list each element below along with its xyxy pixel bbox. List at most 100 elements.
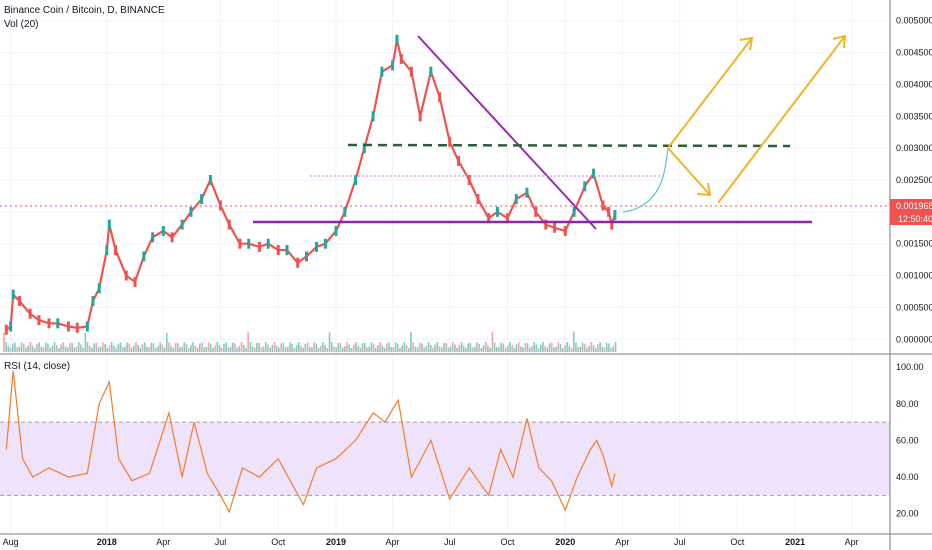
volume-bar bbox=[317, 347, 320, 352]
volume-bar bbox=[209, 343, 212, 352]
volume-bar bbox=[370, 342, 373, 352]
volume-bar bbox=[443, 343, 445, 352]
volume-bar bbox=[132, 345, 135, 352]
volume-bar bbox=[124, 347, 126, 352]
volume-bar bbox=[473, 346, 476, 352]
volume-bar bbox=[71, 343, 73, 352]
volume-bar bbox=[69, 342, 71, 352]
price-point bbox=[37, 315, 41, 326]
volume-bar bbox=[231, 342, 234, 352]
volume-bar bbox=[95, 342, 98, 352]
price-point bbox=[105, 245, 109, 256]
price-point bbox=[114, 245, 118, 256]
volume-bar bbox=[374, 347, 377, 352]
price-point bbox=[227, 219, 231, 230]
volume-bar bbox=[537, 347, 540, 352]
volume-bar bbox=[185, 344, 188, 352]
price-point bbox=[592, 168, 596, 179]
volume-bar bbox=[245, 347, 247, 352]
volume-bar bbox=[324, 345, 326, 352]
volume-bar bbox=[388, 342, 390, 352]
volume-bar bbox=[328, 332, 331, 352]
volume-bar bbox=[36, 343, 38, 352]
volume-bar bbox=[240, 342, 243, 352]
volume-bar bbox=[610, 347, 612, 352]
price-point bbox=[323, 238, 327, 249]
volume-bar bbox=[414, 346, 417, 352]
price-point bbox=[180, 219, 184, 230]
price-badge-value: 0.0019685 bbox=[896, 201, 932, 211]
volume-bar bbox=[476, 342, 478, 352]
volume-bar bbox=[403, 342, 406, 352]
volume-bar bbox=[51, 345, 54, 352]
volume-bar bbox=[278, 347, 280, 352]
volume-bar bbox=[163, 347, 166, 352]
volume-bar bbox=[504, 347, 507, 352]
price-point bbox=[296, 257, 300, 268]
price-point bbox=[563, 225, 567, 236]
price-point bbox=[583, 181, 587, 192]
volume-bar bbox=[553, 347, 555, 352]
price-point bbox=[75, 322, 79, 333]
x-tick-label: Apr bbox=[615, 537, 629, 547]
volume-bar bbox=[168, 342, 170, 352]
price-point bbox=[238, 238, 242, 249]
volume-bar bbox=[526, 343, 529, 352]
projection-curve bbox=[622, 147, 669, 213]
volume-bar bbox=[16, 347, 18, 352]
volume-bar bbox=[482, 345, 485, 352]
volume-bar bbox=[489, 347, 491, 352]
projection-arrow-up-2 bbox=[717, 35, 846, 204]
x-tick-label: Apr bbox=[386, 537, 400, 547]
volume-bar bbox=[205, 346, 208, 352]
price-point bbox=[257, 241, 261, 252]
price-point bbox=[276, 245, 280, 256]
volume-bar bbox=[9, 347, 12, 352]
price-point bbox=[610, 219, 614, 230]
volume-bar bbox=[583, 343, 586, 352]
price-point bbox=[315, 241, 319, 252]
volume-bar bbox=[568, 345, 571, 352]
volume-bar bbox=[359, 347, 362, 352]
volume-bar bbox=[218, 345, 221, 352]
volume-bar bbox=[14, 342, 16, 352]
volume-bar bbox=[170, 346, 172, 352]
volume-bar bbox=[11, 343, 14, 352]
price-point bbox=[107, 219, 111, 230]
price-point bbox=[534, 206, 538, 217]
volume-bar bbox=[183, 342, 186, 352]
projection-arrowhead-down bbox=[696, 182, 712, 197]
volume-bar bbox=[66, 347, 69, 352]
volume-bar bbox=[581, 342, 584, 352]
volume-bar bbox=[304, 343, 307, 352]
volume-bar bbox=[308, 346, 311, 352]
volume-bar bbox=[449, 346, 452, 352]
volume-bar bbox=[469, 342, 472, 352]
x-tick-label: 2019 bbox=[326, 537, 346, 547]
volume-bar bbox=[528, 347, 531, 352]
volume-bar bbox=[157, 346, 159, 352]
volume-bar bbox=[522, 347, 524, 352]
volume-bar bbox=[216, 342, 219, 352]
volume-bar bbox=[141, 344, 144, 352]
price-point bbox=[189, 206, 193, 217]
price-point bbox=[285, 245, 289, 256]
rsi-tick-label: 60.00 bbox=[896, 435, 919, 445]
volume-bar bbox=[256, 343, 258, 352]
volume-bar bbox=[566, 342, 568, 352]
volume-bar bbox=[603, 347, 606, 352]
volume-bar bbox=[77, 342, 80, 352]
volume-bar bbox=[348, 344, 351, 352]
volume-bar bbox=[97, 347, 100, 352]
x-tick-label: Jul bbox=[444, 537, 456, 547]
volume-bar bbox=[295, 345, 298, 352]
volume-bar bbox=[396, 343, 399, 352]
volume-bar bbox=[564, 345, 566, 352]
volume-bar bbox=[612, 345, 615, 352]
rsi-band bbox=[0, 421, 890, 496]
price-point bbox=[438, 92, 442, 103]
volume-bar bbox=[517, 342, 520, 352]
volume-bar bbox=[146, 346, 148, 352]
volume-bar bbox=[282, 342, 285, 352]
